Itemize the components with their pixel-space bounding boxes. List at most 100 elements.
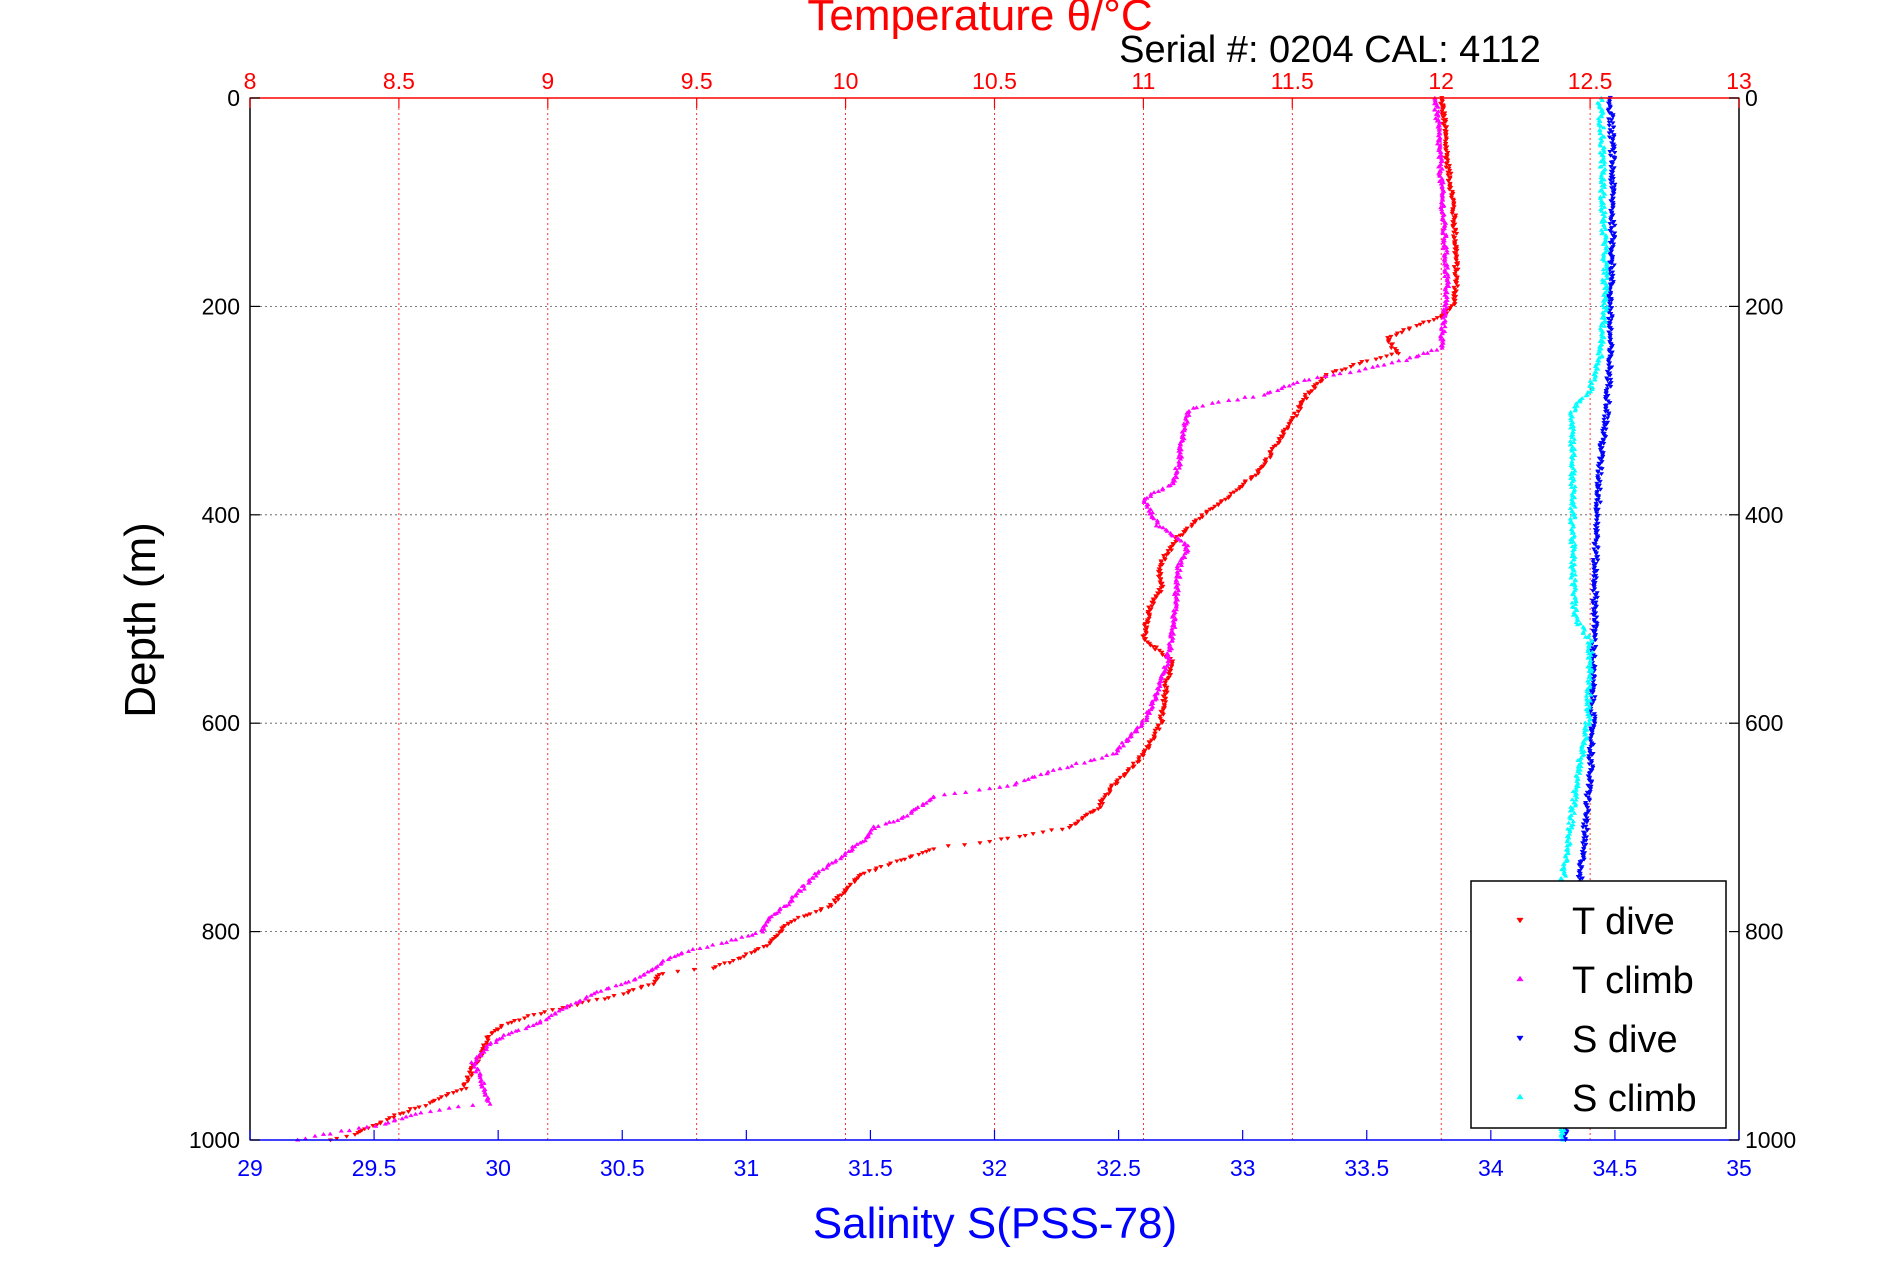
data-point: [1601, 441, 1607, 446]
data-point: [1604, 275, 1610, 280]
data-point: [1153, 523, 1160, 528]
data-point: [1437, 138, 1443, 143]
data-point: [1593, 626, 1599, 631]
data-point: [1143, 631, 1150, 636]
data-point: [1587, 378, 1593, 383]
data-point: [735, 956, 742, 961]
data-point: [1389, 352, 1395, 357]
data-point: [1600, 241, 1606, 246]
data-point: [1436, 154, 1442, 159]
data-point: [384, 1118, 390, 1123]
data-point: [1577, 871, 1583, 876]
data-point: [471, 1064, 478, 1069]
data-point: [1147, 511, 1153, 516]
data-point: [801, 914, 807, 919]
data-point: [1395, 351, 1402, 356]
data-point: [1597, 448, 1604, 453]
data-point: [1399, 330, 1405, 335]
data-point: [1594, 615, 1600, 620]
data-point: [1569, 544, 1575, 549]
data-point: [1580, 825, 1586, 830]
data-point: [1158, 560, 1164, 565]
data-point: [525, 1023, 532, 1028]
data-point: [1146, 741, 1153, 746]
data-point: [625, 991, 631, 996]
data-point: [1587, 698, 1594, 703]
data-point: [1112, 782, 1119, 787]
data-point: [1140, 754, 1147, 759]
data-point: [1004, 836, 1011, 841]
data-point: [1141, 499, 1147, 504]
data-point: [516, 1018, 522, 1023]
data-point: [1040, 830, 1046, 835]
data-point: [1234, 488, 1240, 493]
data-point: [672, 954, 678, 959]
data-point: [1107, 790, 1113, 795]
data-point: [1096, 803, 1103, 808]
data-point: [1453, 258, 1460, 263]
data-point: [405, 1110, 412, 1115]
data-point: [364, 1124, 370, 1129]
data-point: [1146, 614, 1153, 619]
data-point: [1578, 866, 1585, 871]
data-point: [798, 888, 804, 893]
legend-marker: [1516, 917, 1524, 924]
data-point: [1130, 761, 1136, 766]
data-point: [455, 1104, 461, 1109]
data-point: [1569, 434, 1575, 439]
data-point: [1602, 210, 1608, 215]
data-point: [373, 1123, 379, 1128]
data-point: [1389, 360, 1395, 365]
data-point: [1602, 403, 1609, 408]
data-point: [1445, 265, 1451, 270]
data-point: [568, 1002, 574, 1007]
data-point: [835, 897, 841, 902]
data-point: [776, 909, 782, 914]
data-point: [1591, 563, 1597, 568]
data-point: [1300, 398, 1307, 403]
data-point: [356, 1125, 362, 1130]
temperature-tick-label: 9.5: [681, 68, 713, 94]
data-point: [1306, 391, 1313, 396]
data-point: [1099, 755, 1105, 760]
data-point: [1157, 714, 1163, 719]
data-point: [1167, 648, 1173, 653]
data-point: [1611, 134, 1617, 139]
data-point: [541, 1010, 548, 1015]
data-point: [1597, 338, 1603, 343]
data-point: [1570, 789, 1576, 794]
data-point: [1453, 294, 1459, 299]
data-point: [1181, 542, 1187, 547]
data-point: [1149, 510, 1156, 515]
salinity-tick-label: 29.5: [352, 1155, 397, 1181]
data-point: [1434, 118, 1440, 123]
data-point: [1207, 507, 1213, 512]
data-point: [1226, 397, 1232, 402]
data-point: [1453, 231, 1460, 236]
data-point: [1439, 166, 1445, 171]
data-point: [815, 870, 821, 875]
data-point: [1442, 263, 1449, 268]
data-point: [611, 994, 617, 999]
data-point: [489, 1032, 495, 1037]
data-point: [654, 974, 660, 979]
data-point: [1301, 377, 1308, 382]
data-point: [1572, 468, 1578, 473]
data-point: [1155, 591, 1162, 596]
data-point: [1566, 820, 1572, 825]
data-point: [854, 841, 860, 846]
data-point: [1568, 575, 1574, 580]
data-point: [1160, 694, 1166, 699]
data-point: [1562, 873, 1569, 878]
data-point: [1160, 525, 1166, 530]
data-point: [1608, 249, 1615, 254]
data-point: [1215, 503, 1222, 508]
data-point: [1593, 509, 1599, 514]
data-point: [1609, 257, 1615, 262]
data-point: [1601, 184, 1608, 189]
data-point: [1609, 180, 1616, 185]
legend-marker: [1516, 975, 1524, 982]
data-point: [733, 937, 739, 942]
data-point: [1599, 183, 1605, 188]
data-point: [1608, 345, 1615, 350]
